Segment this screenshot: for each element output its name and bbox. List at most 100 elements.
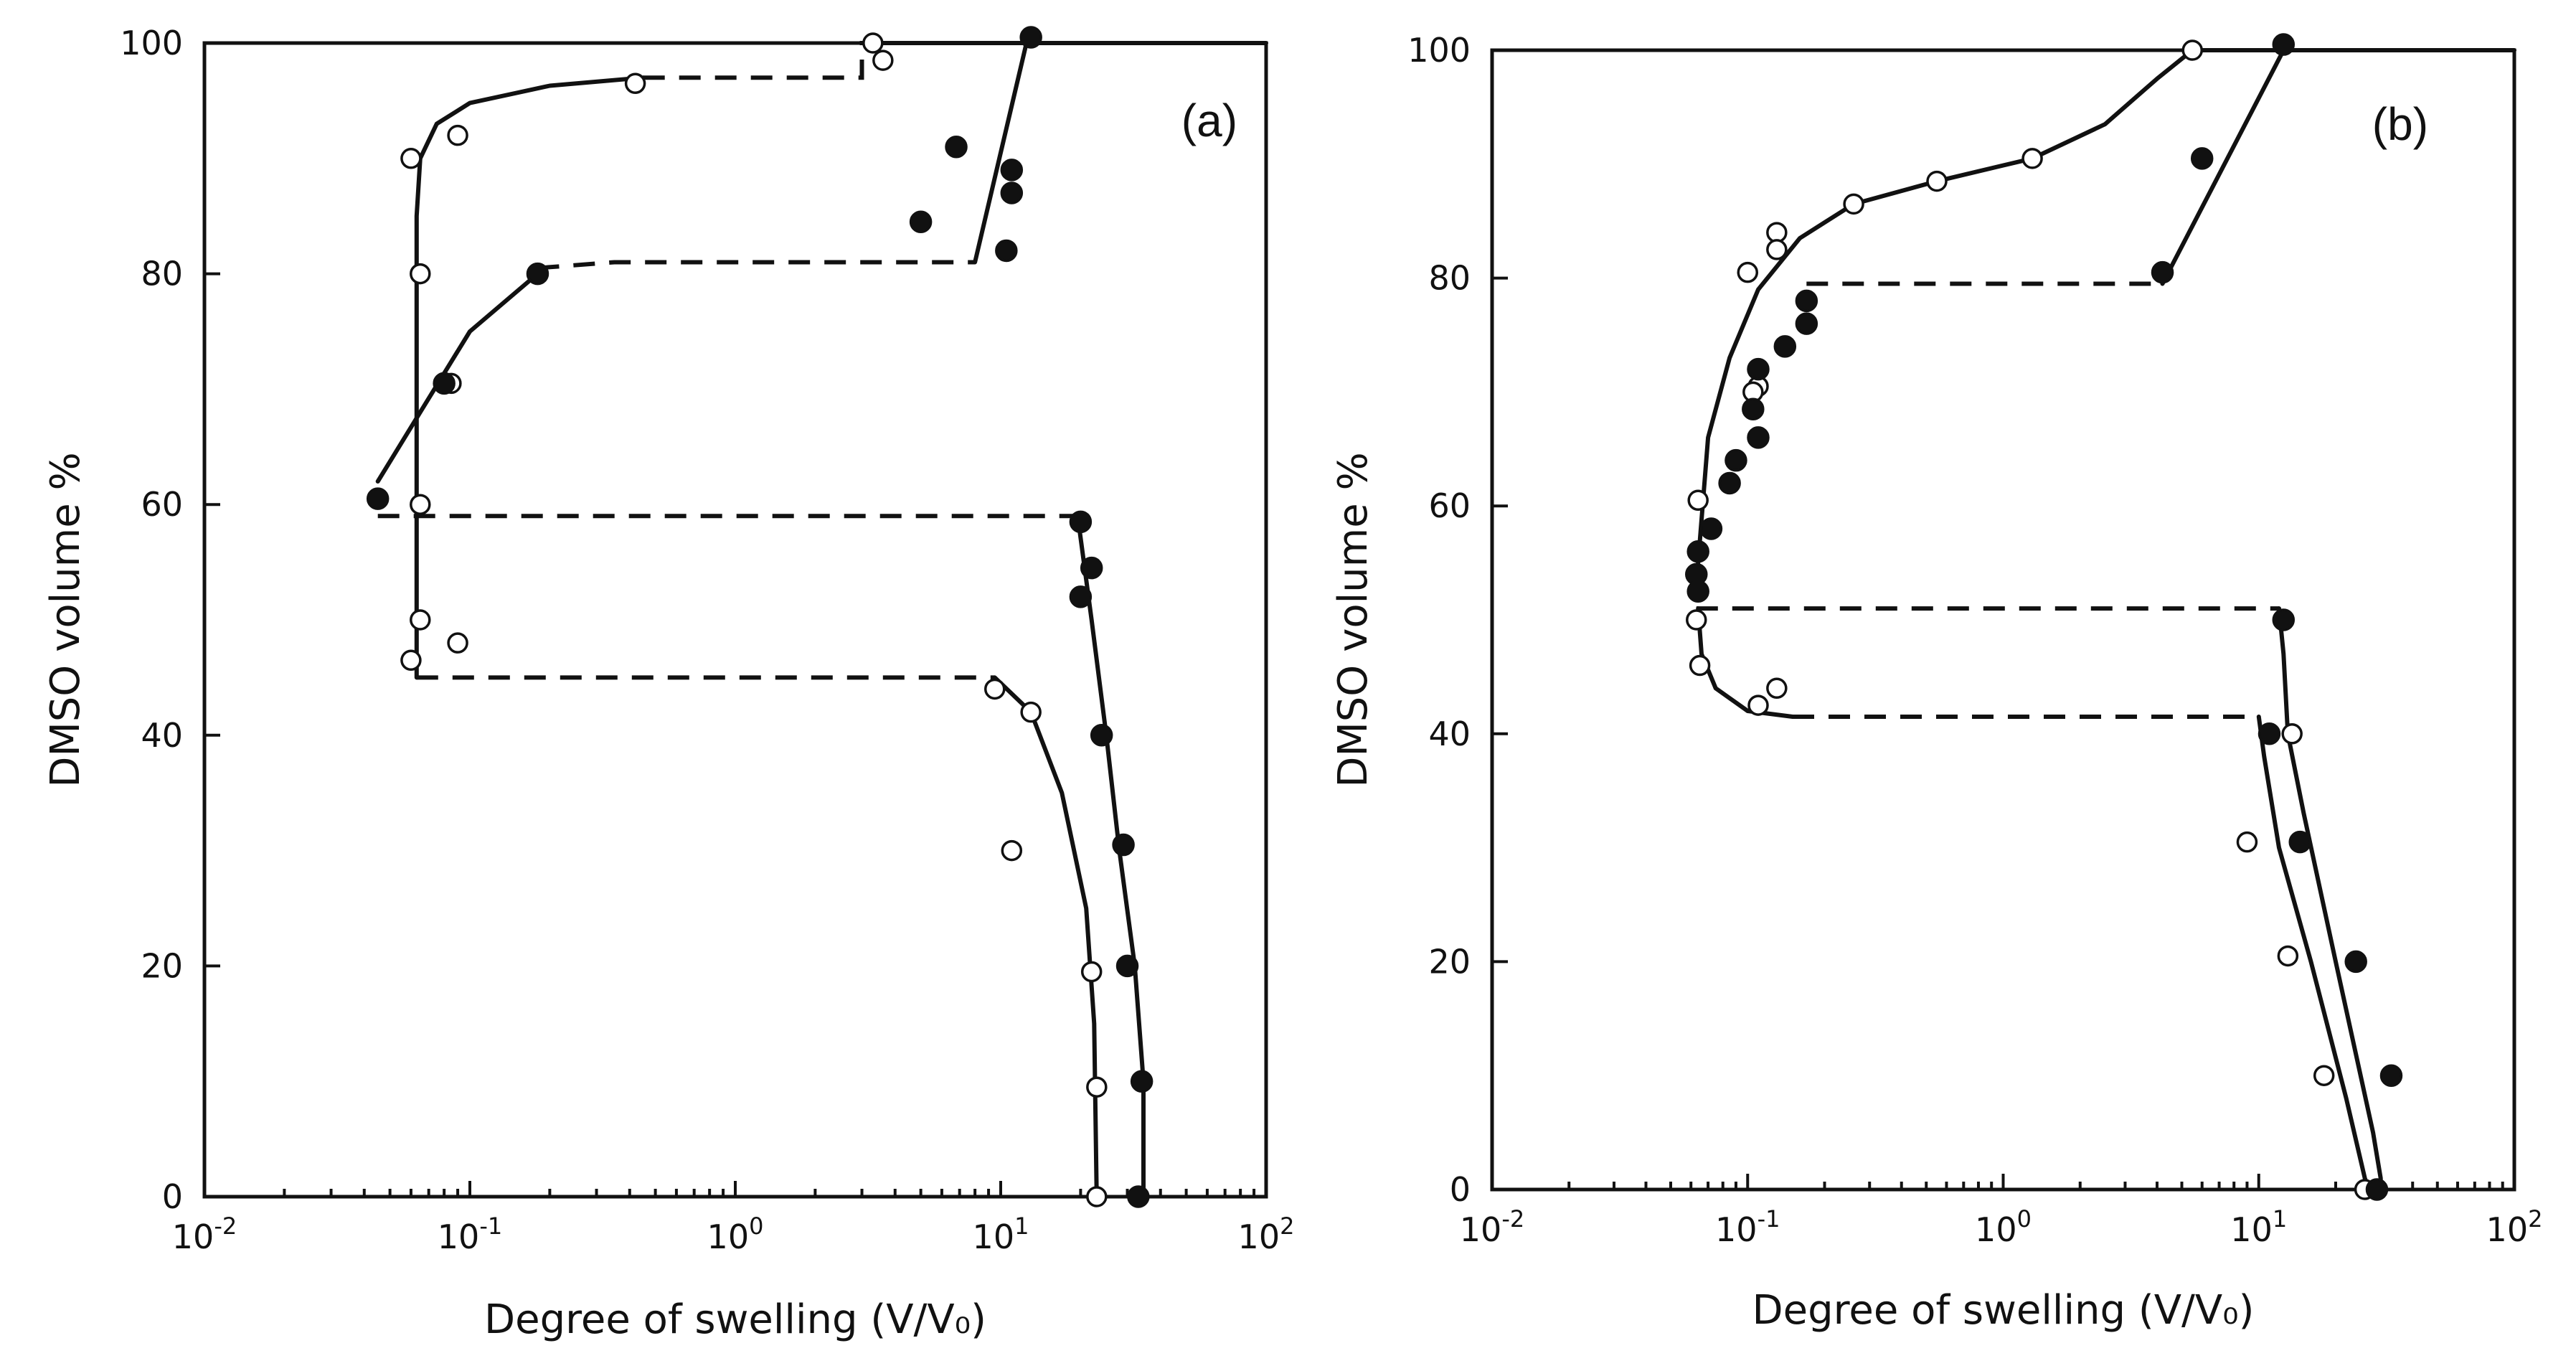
y-tick-label: 80 xyxy=(141,255,183,293)
filled-circle-point xyxy=(2272,33,2296,56)
x-tick-label: 10-1 xyxy=(1715,1205,1780,1249)
open-circle-point xyxy=(410,263,431,285)
y-tick-label: 0 xyxy=(162,1177,183,1216)
filled-circle-point xyxy=(1742,397,1765,420)
open-circle-point xyxy=(400,148,422,169)
filled-circle-point xyxy=(1718,471,1741,495)
plot-frame xyxy=(1490,48,2516,1192)
open-circle-point xyxy=(2313,1065,2335,1086)
y-axis-title: DMSO volume % xyxy=(1330,452,1377,787)
open-circle-point xyxy=(1086,1076,1108,1098)
chart-panel-b: 0 20 40 60 80 100 10-2 10-1 100 101 102 Degree of s… xyxy=(1330,31,2542,1334)
filled-circle-point xyxy=(1127,1185,1150,1208)
y-tick-label: 40 xyxy=(141,716,183,755)
y-tick-label: 80 xyxy=(1428,259,1471,298)
open-circle-point xyxy=(1747,694,1769,716)
x-tick-label: 102 xyxy=(1238,1212,1295,1256)
filled-circle-point xyxy=(1080,556,1103,580)
x-axis-title: Degree of swelling (V/V₀) xyxy=(1752,1287,2255,1334)
filled-circle-point xyxy=(1747,357,1770,381)
filled-circle-point xyxy=(2344,950,2367,974)
open-circle-point xyxy=(1020,701,1042,723)
open-circle-point xyxy=(1926,170,1948,192)
filled-circle-point xyxy=(2288,830,2311,854)
x-tick-label: 100 xyxy=(1975,1205,2032,1249)
open-circle-point xyxy=(1843,193,1864,215)
open-circle-point xyxy=(2236,831,2258,853)
dashed-curve xyxy=(537,260,976,270)
y-tick-label: 100 xyxy=(120,24,183,62)
filled-circle-point xyxy=(366,487,390,510)
filled-circle-point xyxy=(1725,448,1747,472)
y-tick-label: 0 xyxy=(1450,1170,1471,1209)
filled-circle-point xyxy=(1019,26,1042,49)
open-circle-point xyxy=(410,494,431,515)
filled-circle-point xyxy=(2257,722,2281,745)
filled-circle-point xyxy=(1747,426,1770,449)
filled-circle-point xyxy=(1795,289,1818,313)
open-circle-point xyxy=(447,124,468,146)
solid-curve xyxy=(2256,715,2372,1192)
x-tick-label: 101 xyxy=(973,1212,1029,1256)
open-circle-point xyxy=(447,632,468,654)
y-tick-label: 20 xyxy=(1428,942,1471,981)
open-circle-point xyxy=(984,678,1006,700)
filled-circle-point xyxy=(1000,182,1024,204)
solid-curve xyxy=(2277,606,2383,1192)
y-tick-label: 20 xyxy=(141,946,183,985)
y-tick-label: 60 xyxy=(141,485,183,524)
filled-circle-point xyxy=(433,372,456,395)
chart-panel-a: 0 20 40 60 80 100 10-2 10-1 100 101 102 Degree of s… xyxy=(42,24,1294,1343)
y-tick-label: 60 xyxy=(1428,486,1471,525)
solid-curve xyxy=(992,675,1099,1199)
open-circle-point xyxy=(410,609,431,631)
x-tick-label: 102 xyxy=(2486,1205,2543,1249)
solid-curve xyxy=(1696,606,1795,719)
open-circle-point xyxy=(1686,609,1707,631)
dashed-curve xyxy=(643,41,873,80)
panel-label: (a) xyxy=(1181,95,1237,146)
filled-circle-point xyxy=(909,210,933,233)
y-tick-label: 40 xyxy=(1428,715,1471,753)
x-tick-label: 100 xyxy=(707,1212,764,1256)
open-circle-point xyxy=(400,649,422,672)
filled-circle-point xyxy=(2151,260,2174,284)
plot-frame xyxy=(202,41,1268,1199)
open-circle-point xyxy=(624,72,646,95)
y-tick-label: 100 xyxy=(1407,31,1471,70)
open-circle-point xyxy=(1080,961,1103,983)
filled-circle-point xyxy=(1686,540,1709,563)
open-circle-point xyxy=(2281,723,2303,745)
open-circle-point xyxy=(1737,261,1758,283)
open-circle-point xyxy=(1766,239,1788,260)
solid-curve xyxy=(1696,48,2261,565)
filled-circle-point xyxy=(1686,580,1709,603)
open-circle-point xyxy=(2181,39,2204,61)
filled-circle-point xyxy=(1090,724,1113,747)
open-circle-point xyxy=(862,32,884,54)
filled-circle-point xyxy=(2190,147,2214,170)
open-circle-point xyxy=(1001,839,1023,862)
filled-circle-point xyxy=(2379,1064,2403,1087)
open-circle-point xyxy=(1689,654,1711,677)
filled-circle-point xyxy=(1069,510,1093,534)
filled-circle-point xyxy=(526,262,549,286)
open-circle-point xyxy=(2021,148,2043,169)
x-axis-title: Degree of swelling (V/V₀) xyxy=(484,1296,986,1343)
open-circle-point xyxy=(2277,945,2299,967)
filled-circle-point xyxy=(995,239,1018,263)
solid-curve xyxy=(375,271,540,484)
filled-circle-point xyxy=(2272,608,2296,631)
panel-label: (b) xyxy=(2372,98,2428,150)
solid-curve xyxy=(1075,514,1146,1199)
open-circle-point xyxy=(1687,489,1709,512)
filled-circle-point xyxy=(2365,1178,2389,1201)
filled-circle-point xyxy=(1795,312,1818,335)
y-axis-title: DMSO volume % xyxy=(42,452,89,787)
filled-circle-point xyxy=(1773,335,1797,358)
filled-circle-point xyxy=(1115,954,1139,978)
filled-circle-point xyxy=(1130,1070,1153,1093)
solid-curve xyxy=(414,75,646,680)
open-circle-point xyxy=(872,50,894,71)
